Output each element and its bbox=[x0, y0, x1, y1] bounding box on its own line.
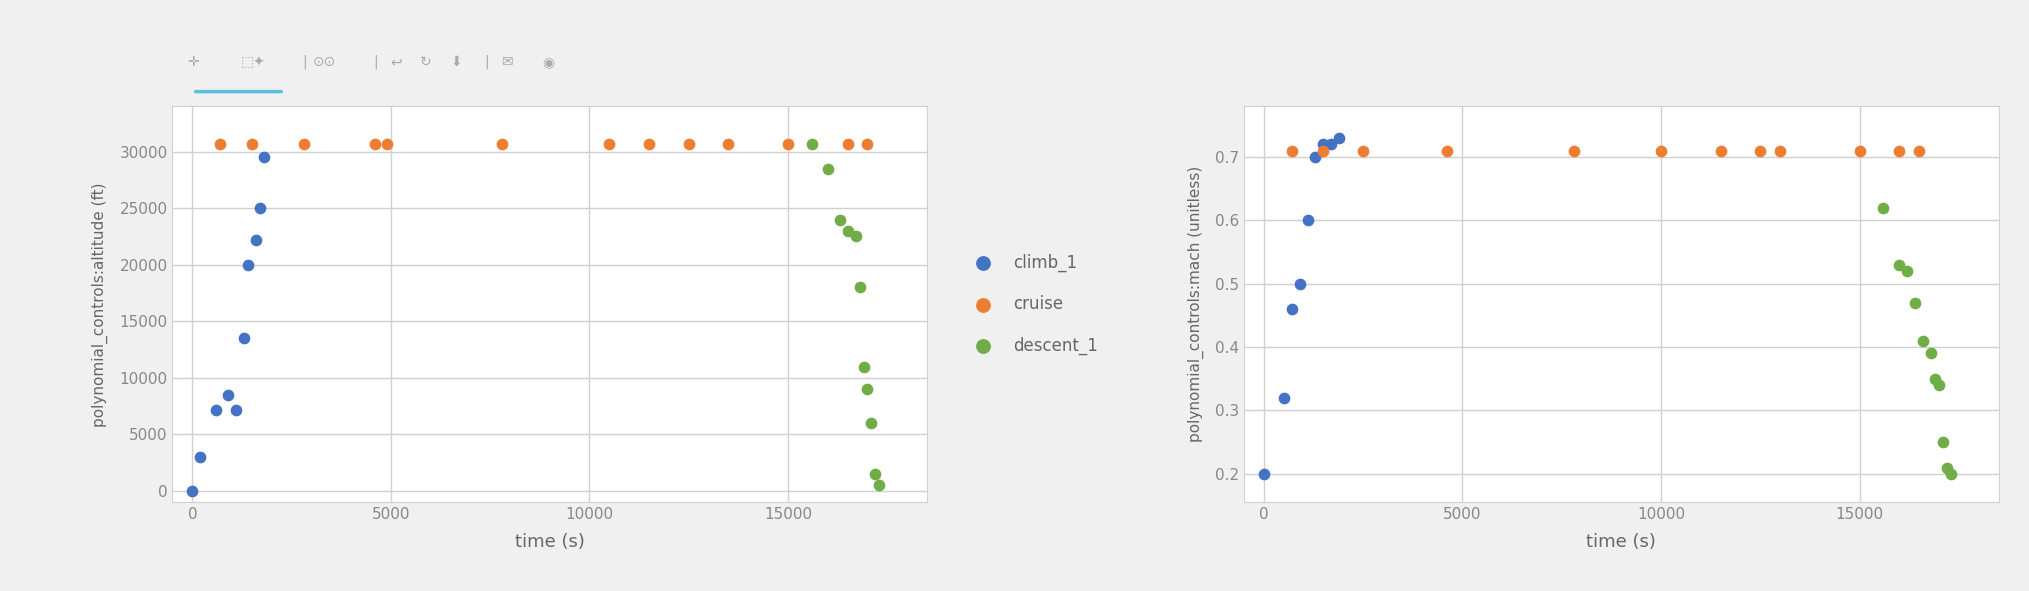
descent_1 bbox=[1919, 374, 1952, 384]
Text: ✛: ✛ bbox=[187, 55, 199, 69]
cruise bbox=[1842, 146, 1875, 155]
descent_1 bbox=[862, 480, 895, 490]
descent_1 bbox=[1932, 463, 1964, 472]
Text: |: | bbox=[302, 55, 306, 69]
cruise bbox=[852, 139, 885, 148]
climb_1 bbox=[219, 405, 252, 414]
Y-axis label: polynomial_controls:mach (unitless): polynomial_controls:mach (unitless) bbox=[1187, 166, 1203, 443]
descent_1 bbox=[840, 232, 872, 241]
Y-axis label: polynomial_controls:altitude (ft): polynomial_controls:altitude (ft) bbox=[91, 182, 108, 427]
climb_1 bbox=[1290, 216, 1323, 225]
descent_1 bbox=[1867, 203, 1899, 213]
descent_1 bbox=[1923, 381, 1956, 390]
cruise bbox=[1763, 146, 1796, 155]
Text: ⊙⊙: ⊙⊙ bbox=[312, 55, 337, 69]
cruise bbox=[485, 139, 517, 148]
cruise bbox=[832, 139, 864, 148]
descent_1 bbox=[1907, 336, 1940, 346]
descent_1 bbox=[824, 215, 856, 224]
Text: ↻: ↻ bbox=[420, 55, 432, 69]
climb_1 bbox=[1276, 304, 1309, 314]
climb_1 bbox=[1248, 469, 1280, 479]
cruise bbox=[1704, 146, 1737, 155]
cruise bbox=[359, 139, 392, 148]
cruise bbox=[1430, 146, 1463, 155]
X-axis label: time (s): time (s) bbox=[1587, 533, 1656, 551]
climb_1 bbox=[185, 452, 217, 462]
climb_1 bbox=[1268, 393, 1301, 402]
cruise bbox=[288, 139, 321, 148]
climb_1 bbox=[1299, 152, 1331, 162]
cruise bbox=[371, 139, 404, 148]
cruise bbox=[1558, 146, 1591, 155]
descent_1 bbox=[832, 226, 864, 236]
Text: ◉: ◉ bbox=[542, 55, 554, 69]
descent_1 bbox=[858, 469, 891, 479]
cruise bbox=[771, 139, 803, 148]
cruise bbox=[1903, 146, 1936, 155]
climb_1 bbox=[243, 203, 276, 213]
Text: |: | bbox=[485, 55, 489, 69]
cruise bbox=[633, 139, 666, 148]
climb_1 bbox=[1284, 279, 1317, 288]
Text: ⬇: ⬇ bbox=[450, 55, 463, 69]
descent_1 bbox=[795, 139, 828, 148]
descent_1 bbox=[852, 385, 885, 394]
climb_1 bbox=[239, 235, 272, 245]
descent_1 bbox=[1915, 349, 1948, 358]
descent_1 bbox=[1899, 298, 1932, 307]
cruise bbox=[1646, 146, 1678, 155]
cruise bbox=[1745, 146, 1777, 155]
cruise bbox=[1347, 146, 1380, 155]
Legend: climb_1, cruise, descent_1: climb_1, cruise, descent_1 bbox=[958, 245, 1106, 363]
climb_1 bbox=[1323, 134, 1355, 143]
Text: ⬚✦: ⬚✦ bbox=[241, 55, 266, 69]
climb_1 bbox=[1307, 139, 1339, 149]
descent_1 bbox=[1936, 469, 1968, 479]
cruise bbox=[235, 139, 268, 148]
climb_1 bbox=[248, 152, 280, 162]
cruise bbox=[672, 139, 704, 148]
descent_1 bbox=[848, 362, 881, 371]
descent_1 bbox=[1891, 267, 1923, 276]
descent_1 bbox=[854, 418, 887, 428]
X-axis label: time (s): time (s) bbox=[515, 533, 584, 551]
climb_1 bbox=[211, 390, 243, 400]
Text: ↩: ↩ bbox=[390, 55, 402, 69]
cruise bbox=[592, 139, 625, 148]
climb_1 bbox=[1315, 139, 1347, 149]
cruise bbox=[1883, 146, 1915, 155]
descent_1 bbox=[1883, 260, 1915, 269]
cruise bbox=[203, 139, 235, 148]
descent_1 bbox=[1928, 437, 1960, 447]
descent_1 bbox=[844, 282, 877, 292]
climb_1 bbox=[231, 260, 264, 269]
descent_1 bbox=[812, 164, 844, 173]
Text: |: | bbox=[373, 55, 377, 69]
climb_1 bbox=[227, 333, 260, 343]
cruise bbox=[1307, 146, 1339, 155]
climb_1 bbox=[177, 486, 209, 496]
Text: ✉: ✉ bbox=[501, 55, 513, 69]
climb_1 bbox=[201, 405, 233, 414]
cruise bbox=[1276, 146, 1309, 155]
cruise bbox=[712, 139, 745, 148]
